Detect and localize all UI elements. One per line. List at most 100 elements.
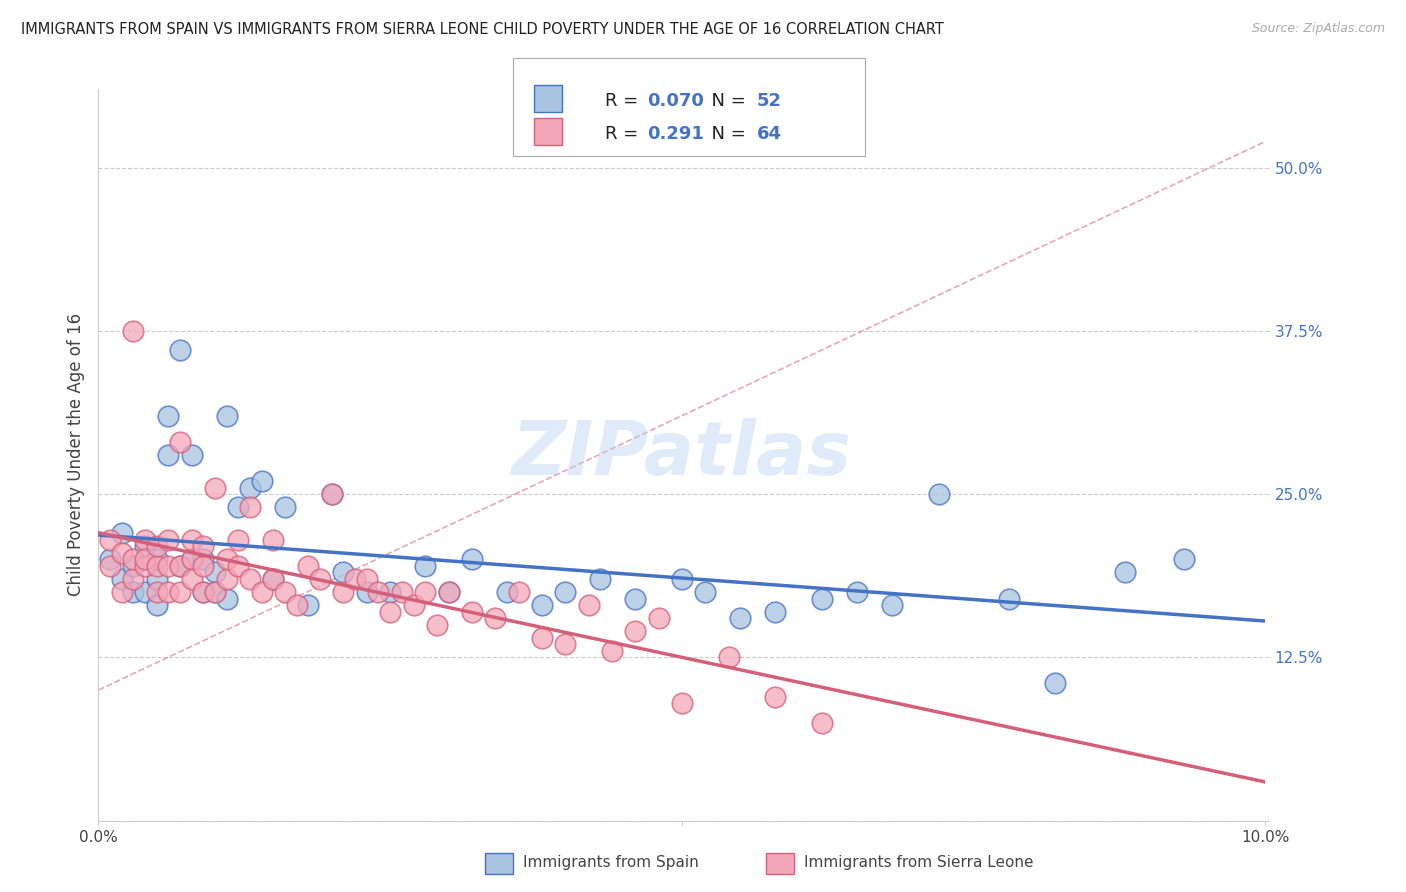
Point	[228, 500, 250, 515]
Point	[250, 474, 273, 488]
Point	[262, 572, 284, 586]
Point	[215, 552, 238, 566]
Point	[134, 552, 156, 566]
Point	[380, 605, 402, 619]
Point	[695, 585, 717, 599]
Point	[169, 558, 191, 573]
Point	[122, 552, 145, 566]
Point	[122, 558, 145, 573]
Point	[274, 500, 297, 515]
Point	[671, 572, 693, 586]
Point	[146, 585, 169, 599]
Point	[1173, 552, 1195, 566]
Point	[367, 585, 389, 599]
Point	[146, 598, 169, 612]
Point	[215, 409, 238, 423]
Y-axis label: Child Poverty Under the Age of 16: Child Poverty Under the Age of 16	[66, 313, 84, 597]
Point	[157, 409, 180, 423]
Point	[413, 585, 436, 599]
Point	[356, 585, 378, 599]
Text: Immigrants from Sierra Leone: Immigrants from Sierra Leone	[804, 855, 1033, 870]
Point	[274, 585, 297, 599]
Point	[169, 343, 191, 358]
Text: ZIPatlas: ZIPatlas	[512, 418, 852, 491]
Point	[647, 611, 669, 625]
Text: 0.291: 0.291	[647, 125, 703, 143]
Point	[134, 558, 156, 573]
Point	[391, 585, 413, 599]
Point	[134, 539, 156, 553]
Point	[344, 572, 367, 586]
Point	[717, 650, 740, 665]
Point	[146, 558, 169, 573]
Point	[204, 566, 226, 580]
Point	[228, 533, 250, 547]
Point	[380, 585, 402, 599]
Point	[600, 644, 623, 658]
Point	[204, 585, 226, 599]
Point	[215, 591, 238, 606]
Point	[262, 572, 284, 586]
Text: N =: N =	[700, 125, 752, 143]
Point	[763, 690, 786, 704]
Point	[204, 585, 226, 599]
Point	[356, 572, 378, 586]
Point	[730, 611, 752, 625]
Point	[437, 585, 460, 599]
Point	[193, 552, 215, 566]
Point	[157, 533, 180, 547]
Point	[589, 572, 612, 586]
Text: 0.070: 0.070	[647, 92, 703, 110]
Point	[146, 572, 169, 586]
Point	[484, 611, 506, 625]
Point	[122, 572, 145, 586]
Point	[332, 585, 354, 599]
Point	[554, 585, 576, 599]
Point	[578, 598, 600, 612]
Point	[297, 598, 319, 612]
Point	[180, 552, 202, 566]
Point	[98, 533, 121, 547]
Point	[146, 539, 169, 553]
Point	[239, 481, 262, 495]
Point	[157, 558, 180, 573]
Point	[111, 585, 134, 599]
Point	[624, 591, 647, 606]
Text: Immigrants from Spain: Immigrants from Spain	[523, 855, 699, 870]
Point	[169, 558, 191, 573]
Point	[228, 558, 250, 573]
Text: 64: 64	[756, 125, 782, 143]
Point	[297, 558, 319, 573]
Point	[928, 487, 950, 501]
Point	[671, 696, 693, 710]
Point	[496, 585, 519, 599]
Point	[461, 605, 484, 619]
Point	[98, 558, 121, 573]
Text: N =: N =	[700, 92, 752, 110]
Point	[180, 448, 202, 462]
Point	[180, 572, 202, 586]
Point	[763, 605, 786, 619]
Point	[204, 481, 226, 495]
Text: 52: 52	[756, 92, 782, 110]
Point	[134, 533, 156, 547]
Point	[122, 324, 145, 338]
Point	[157, 585, 180, 599]
Point	[309, 572, 332, 586]
Point	[122, 585, 145, 599]
Point	[846, 585, 869, 599]
Point	[169, 434, 191, 449]
Point	[111, 572, 134, 586]
Text: R =: R =	[605, 92, 644, 110]
Point	[193, 585, 215, 599]
Point	[193, 558, 215, 573]
Point	[180, 533, 202, 547]
Point	[111, 526, 134, 541]
Point	[530, 631, 553, 645]
Point	[554, 637, 576, 651]
Point	[321, 487, 343, 501]
Text: IMMIGRANTS FROM SPAIN VS IMMIGRANTS FROM SIERRA LEONE CHILD POVERTY UNDER THE AG: IMMIGRANTS FROM SPAIN VS IMMIGRANTS FROM…	[21, 22, 943, 37]
Point	[98, 552, 121, 566]
Point	[437, 585, 460, 599]
Point	[169, 585, 191, 599]
